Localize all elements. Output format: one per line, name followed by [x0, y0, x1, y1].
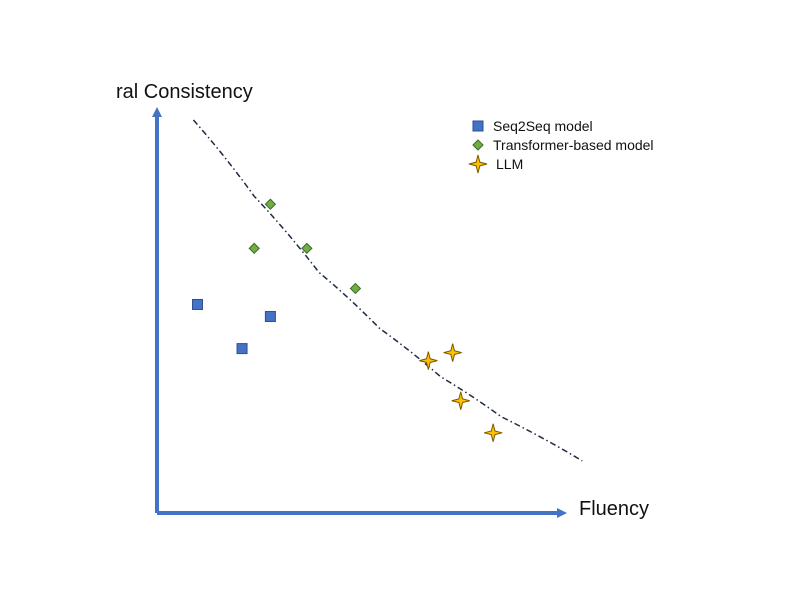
point-diamond-1-0 — [248, 242, 260, 255]
legend-label-transformer: Transformer-based model — [493, 137, 654, 153]
point-diamond-1-3 — [349, 282, 362, 295]
point-star4-2-2 — [451, 391, 470, 410]
legend-square-icon — [472, 120, 484, 132]
legend-label-llm: LLM — [496, 156, 523, 172]
legend-marker-square — [472, 120, 484, 132]
point-square-0-2 — [264, 311, 276, 323]
point-diamond-1-2 — [301, 242, 313, 255]
point-square-0-0 — [192, 298, 203, 310]
y-axis-label: ral Consistency — [116, 81, 253, 103]
trend-line — [192, 119, 583, 462]
legend-diamond-icon — [472, 139, 484, 151]
legend-marker-diamond — [472, 139, 484, 151]
point-diamond-1-1 — [264, 198, 277, 210]
legend: Seq2Seq model Transformer-based model LL… — [468, 118, 654, 174]
legend-item-transformer: Transformer-based model — [472, 137, 654, 153]
legend-marker-star4 — [468, 154, 488, 174]
legend-label-seq2seq: Seq2Seq model — [493, 118, 593, 134]
x-axis-label: Fluency — [579, 498, 649, 520]
legend-item-seq2seq: Seq2Seq model — [472, 118, 593, 134]
points-layer — [192, 198, 503, 442]
trend-layer — [192, 119, 583, 462]
legend-star-icon — [468, 154, 488, 174]
point-star4-2-3 — [484, 423, 503, 442]
point-square-0-1 — [236, 343, 248, 355]
legend-item-llm: LLM — [468, 154, 523, 174]
point-star4-2-0 — [419, 351, 438, 370]
point-star4-2-1 — [443, 343, 462, 362]
